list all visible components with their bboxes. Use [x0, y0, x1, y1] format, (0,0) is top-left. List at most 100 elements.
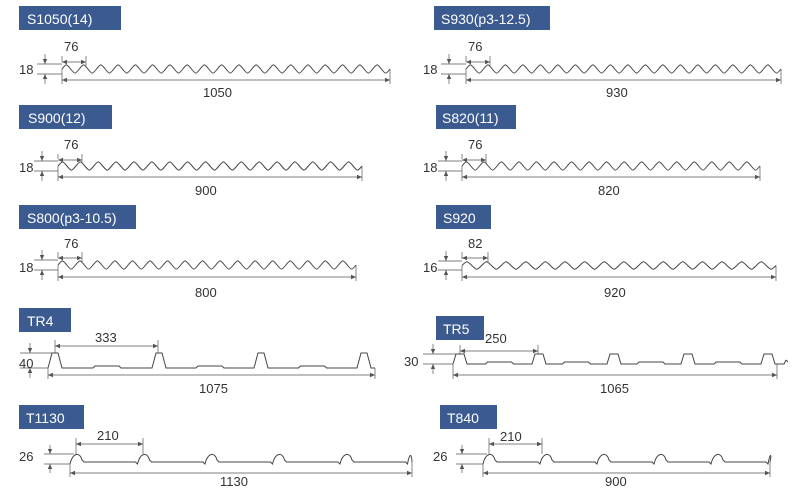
wave-profile-line: [461, 161, 761, 171]
arrowhead: [58, 157, 63, 163]
arrowhead: [39, 171, 45, 176]
pitch-dimension-label: 76: [64, 39, 78, 54]
width-dimension-label: 900: [195, 183, 217, 198]
arrowhead: [443, 156, 449, 161]
profile-title-badge: [19, 6, 121, 30]
height-dimension-label: 18: [19, 160, 33, 175]
profile-panel: T1130 210 26 1130: [19, 405, 413, 489]
profile-title: S920: [443, 210, 476, 226]
height-dimension-label: 18: [19, 260, 33, 275]
arrowhead: [459, 464, 465, 469]
wave-profile-line: [465, 64, 782, 74]
arrowhead: [39, 270, 45, 275]
arrowhead: [47, 464, 53, 469]
pitch-dimension-label: 210: [97, 428, 119, 443]
arrowhead: [459, 449, 465, 454]
arrowhead: [58, 274, 63, 280]
arrowhead: [443, 171, 449, 176]
arrowhead: [385, 77, 390, 83]
width-dimension-label: 820: [598, 183, 620, 198]
pitch-dimension-label: 76: [468, 39, 482, 54]
arrowhead: [58, 255, 63, 261]
pitch-dimension-label: 76: [468, 137, 482, 152]
wave-profile-line: [61, 64, 391, 74]
arrowhead: [771, 274, 776, 280]
profile-panel: S930(p3-12.5) 76 18 930: [423, 6, 782, 100]
arrowhead: [153, 343, 158, 349]
profile-title: S820(11): [442, 110, 499, 126]
tile-profile-line: [482, 454, 772, 466]
profile-title: TR4: [27, 313, 54, 329]
height-dimension-label: 30: [404, 354, 418, 369]
profile-title: TR5: [443, 321, 470, 337]
arrowhead: [462, 174, 467, 180]
arrowhead: [533, 348, 538, 354]
dimension-lines: [34, 151, 363, 181]
width-dimension-label: 920: [604, 285, 626, 300]
arrowhead: [446, 74, 452, 79]
arrowhead: [138, 441, 143, 447]
arrowhead: [430, 349, 436, 354]
arrowhead: [453, 372, 458, 378]
arrowhead: [357, 174, 362, 180]
profile-title-badge: [19, 308, 71, 332]
dimension-lines: [34, 250, 357, 281]
trapezoid-profile-line: [452, 353, 777, 365]
arrowhead: [755, 174, 760, 180]
tile-profile-line: [69, 454, 413, 466]
arrowhead: [537, 441, 542, 447]
profile-title-badge: [440, 405, 497, 429]
profile-panel: S820(11) 76 18 820: [423, 105, 761, 198]
pitch-dimension-label: 250: [485, 331, 507, 346]
arrowhead: [765, 470, 770, 476]
dimension-lines: [441, 54, 782, 84]
arrowhead: [62, 77, 67, 83]
arrowhead: [772, 372, 777, 378]
profile-title: S900(12): [28, 110, 86, 126]
arrowhead: [42, 74, 48, 79]
trapezoid-profile-line: [47, 352, 375, 369]
overlap-hook-mark: [777, 359, 789, 365]
profile-title: S800(p3-10.5): [27, 210, 117, 226]
width-dimension-label: 930: [606, 85, 628, 100]
height-dimension-label: 40: [19, 356, 33, 371]
profile-title-badge: [19, 405, 84, 429]
dimension-lines: [456, 438, 771, 477]
arrowhead: [462, 157, 467, 163]
arrowhead: [443, 256, 449, 261]
profile-title: S1050(14): [27, 11, 92, 27]
arrowhead: [77, 157, 82, 163]
arrowhead: [351, 274, 356, 280]
profile-panel: S1050(14) 76 18 1050: [19, 6, 391, 100]
profile-title-badge: [436, 105, 516, 129]
height-dimension-label: 18: [423, 62, 437, 77]
arrowhead: [42, 59, 48, 64]
profile-title: S930(p3-12.5): [441, 11, 531, 27]
arrowhead: [483, 470, 488, 476]
pitch-dimension-label: 76: [64, 236, 78, 251]
arrowhead: [466, 59, 471, 65]
profile-title-badge: [434, 6, 550, 30]
height-dimension-label: 26: [19, 449, 33, 464]
profile-title-badge: [436, 205, 491, 229]
dimension-lines: [37, 54, 391, 84]
arrowhead: [407, 470, 412, 476]
profile-title: T840: [447, 410, 479, 426]
dimension-lines: [423, 344, 778, 379]
arrowhead: [446, 59, 452, 64]
arrowhead: [27, 348, 33, 353]
pitch-dimension-label: 333: [95, 330, 117, 345]
arrowhead: [489, 441, 494, 447]
profile-title-badge: [19, 105, 112, 129]
width-dimension-label: 800: [195, 285, 217, 300]
pitch-dimension-label: 76: [64, 137, 78, 152]
profile-title-badge: [436, 316, 484, 340]
arrowhead: [58, 174, 63, 180]
arrowhead: [485, 59, 490, 65]
arrowhead: [462, 274, 467, 280]
arrowhead: [443, 270, 449, 275]
arrowhead: [370, 372, 375, 378]
width-dimension-label: 1075: [199, 381, 228, 396]
arrowhead: [483, 255, 488, 261]
